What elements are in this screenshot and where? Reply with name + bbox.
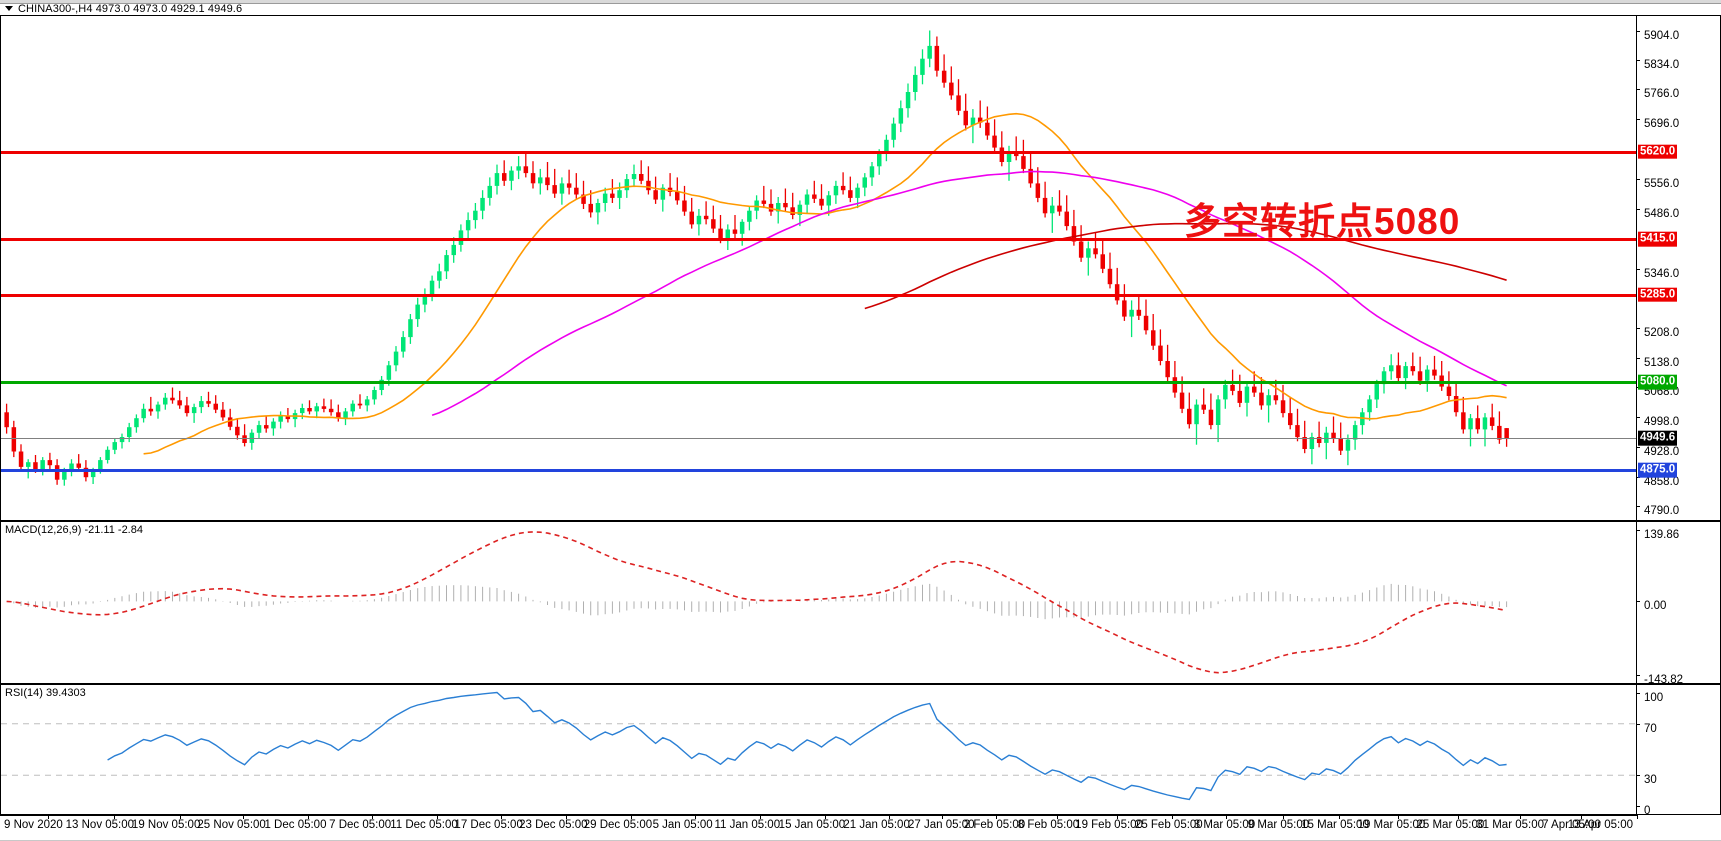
price-axis-value-badge[interactable]: 4949.6 bbox=[1638, 430, 1678, 446]
window-strip bbox=[0, 0, 1721, 4]
time-axis[interactable]: 9 Nov 2020 13 Nov 05:00 19 Nov 05:00 25 Nov… bbox=[0, 815, 1721, 841]
price-axis-value-badge[interactable]: 5620.0 bbox=[1638, 144, 1678, 160]
time-axis-separator bbox=[1226, 815, 1228, 819]
time-axis-tick: 11 Jan 05:00 bbox=[714, 819, 781, 831]
rsi-line bbox=[107, 691, 1507, 801]
rsi-pane[interactable]: RSI(14) 39.4303 100 70 30 0 bbox=[0, 684, 1721, 817]
time-axis-tick: 19 Mar 05:00 bbox=[1357, 819, 1426, 831]
chart-titlebar: CHINA300-,H4 4973.0 4973.0 4929.1 4949.6 bbox=[0, 0, 1721, 16]
time-axis-separator bbox=[695, 815, 697, 819]
chevron-down-icon[interactable] bbox=[5, 6, 13, 11]
time-axis-tick: 19 Nov 05:00 bbox=[131, 819, 201, 831]
time-axis-edge-tick bbox=[1637, 815, 1638, 819]
rsi-svg bbox=[1, 691, 1638, 801]
time-axis-separator bbox=[114, 815, 116, 819]
time-axis-tick: 23 Dec 05:00 bbox=[519, 819, 588, 831]
candles bbox=[4, 30, 1509, 486]
time-axis-tick: 2 Feb 05:00 bbox=[963, 819, 1026, 831]
time-axis-separator bbox=[1282, 815, 1284, 819]
time-axis-tick: 5 Jan 05:00 bbox=[652, 819, 713, 831]
macd-svg bbox=[6, 531, 1508, 674]
time-axis-tick: 1 Dec 05:00 bbox=[264, 819, 327, 831]
time-axis-tick: 29 Dec 05:00 bbox=[583, 819, 653, 831]
time-axis-tick: 3 Mar 05:00 bbox=[1193, 819, 1256, 831]
time-axis-tick: 13 Nov 05:00 bbox=[65, 819, 135, 831]
level-line-current-price-4949[interactable] bbox=[1, 438, 1638, 440]
time-axis-top-rule bbox=[0, 815, 1637, 816]
time-axis-separator bbox=[179, 815, 181, 819]
time-axis-separator bbox=[1519, 815, 1521, 819]
level-line-resistance-5620[interactable] bbox=[1, 150, 1638, 154]
time-axis-tick: 11 Dec 05:00 bbox=[390, 819, 458, 831]
time-axis-tick: 17 Dec 05:00 bbox=[454, 819, 523, 831]
price-axis-value-badge[interactable]: 4875.0 bbox=[1638, 462, 1678, 478]
rsi-label: RSI(14) 39.4303 bbox=[5, 687, 86, 699]
level-line-resistance-5415[interactable] bbox=[1, 238, 1638, 242]
macd-pane[interactable]: MACD(12,26,9) -21.11 -2.84 139.86 0.00 -14… bbox=[0, 521, 1721, 686]
time-axis-separator bbox=[996, 815, 998, 819]
macd-y-axis[interactable]: 139.86 0.00 -143.82 bbox=[1636, 522, 1720, 686]
time-axis-tick: 9 Nov 2020 bbox=[4, 819, 63, 831]
time-axis-separator bbox=[501, 815, 503, 819]
time-axis-separator bbox=[630, 815, 632, 819]
time-axis-separator bbox=[371, 815, 373, 819]
time-axis-tick: 13 Apr 05:00 bbox=[1567, 819, 1633, 831]
time-axis-separator bbox=[1458, 815, 1460, 819]
price-chart-pane[interactable]: 多空转折点5080 5904.0 5834.0 5766.0 5696.0 5556.0… bbox=[0, 16, 1721, 521]
level-line-support-4875[interactable] bbox=[1, 468, 1638, 472]
time-axis-tick: 27 Jan 05:00 bbox=[908, 819, 975, 831]
level-line-pivot-5080[interactable] bbox=[1, 381, 1638, 385]
candlestick-svg bbox=[4, 30, 1509, 486]
rsi-plot-area[interactable]: RSI(14) 39.4303 bbox=[1, 685, 1638, 814]
MA-slow bbox=[864, 222, 1507, 310]
time-axis-separator bbox=[759, 815, 761, 819]
time-axis-separator bbox=[308, 815, 310, 819]
time-axis-separator bbox=[436, 815, 438, 819]
time-axis-separator bbox=[243, 815, 245, 819]
chart-annotation-text: 多空转折点5080 bbox=[1184, 201, 1461, 242]
time-axis-separator bbox=[1116, 815, 1118, 819]
price-axis-value-badge[interactable]: 5080.0 bbox=[1638, 375, 1678, 390]
price-y-axis[interactable]: 5904.0 5834.0 5766.0 5696.0 5556.0 5486.0 5346… bbox=[1636, 16, 1720, 520]
MA-fast bbox=[143, 112, 1507, 455]
price-axis-value-badge[interactable]: 5415.0 bbox=[1638, 231, 1678, 247]
time-axis-tick: 25 Mar 05:00 bbox=[1416, 819, 1485, 831]
time-axis-separator bbox=[1339, 815, 1341, 819]
time-axis-tick: 19 Feb 05:00 bbox=[1075, 819, 1143, 831]
time-axis-tick: 25 Feb 05:00 bbox=[1134, 819, 1203, 831]
rsi-y-axis[interactable]: 100 70 30 0 bbox=[1636, 685, 1720, 817]
time-axis-tick: 15 Mar 05:00 bbox=[1301, 819, 1369, 831]
time-axis-tick: 15 Jan 05:00 bbox=[778, 819, 846, 831]
time-axis-tick: 31 Mar 05:00 bbox=[1476, 819, 1545, 831]
price-axis-value-badge[interactable]: 5285.0 bbox=[1638, 287, 1678, 303]
time-axis-tick: 7 Dec 05:00 bbox=[329, 819, 392, 831]
time-axis-separator bbox=[1581, 815, 1582, 819]
time-axis-separator bbox=[1398, 815, 1400, 819]
macd-plot-area[interactable]: MACD(12,26,9) -21.11 -2.84 bbox=[1, 522, 1638, 683]
time-axis-tick: 8 Feb 05:00 bbox=[1017, 819, 1080, 831]
macd-histogram bbox=[13, 583, 1508, 620]
time-axis-separator bbox=[942, 815, 944, 819]
MA-mid bbox=[431, 170, 1507, 417]
time-axis-separator bbox=[1172, 815, 1174, 819]
time-axis-separator bbox=[47, 815, 49, 819]
time-axis-separator bbox=[824, 815, 826, 819]
macd-label: MACD(12,26,9) -21.11 -2.84 bbox=[5, 524, 143, 536]
macd-signal-line bbox=[6, 531, 1507, 674]
time-axis-tick: 9 Mar 05:00 bbox=[1247, 819, 1310, 831]
price-plot-area[interactable]: 多空转折点5080 bbox=[1, 16, 1638, 520]
time-axis-tick: 21 Jan 05:00 bbox=[843, 819, 910, 831]
time-axis-separator bbox=[1057, 815, 1059, 819]
time-axis-separator bbox=[889, 815, 891, 819]
time-axis-tick: 7 Apr 05:00 bbox=[1542, 819, 1601, 831]
level-line-resistance-5285[interactable] bbox=[1, 293, 1638, 297]
time-axis-separator bbox=[565, 815, 567, 819]
time-axis-tick: 25 Nov 05:00 bbox=[197, 819, 266, 831]
symbol-ohlc-label: CHINA300-,H4 4973.0 4973.0 4929.1 4949.6 bbox=[18, 3, 243, 15]
